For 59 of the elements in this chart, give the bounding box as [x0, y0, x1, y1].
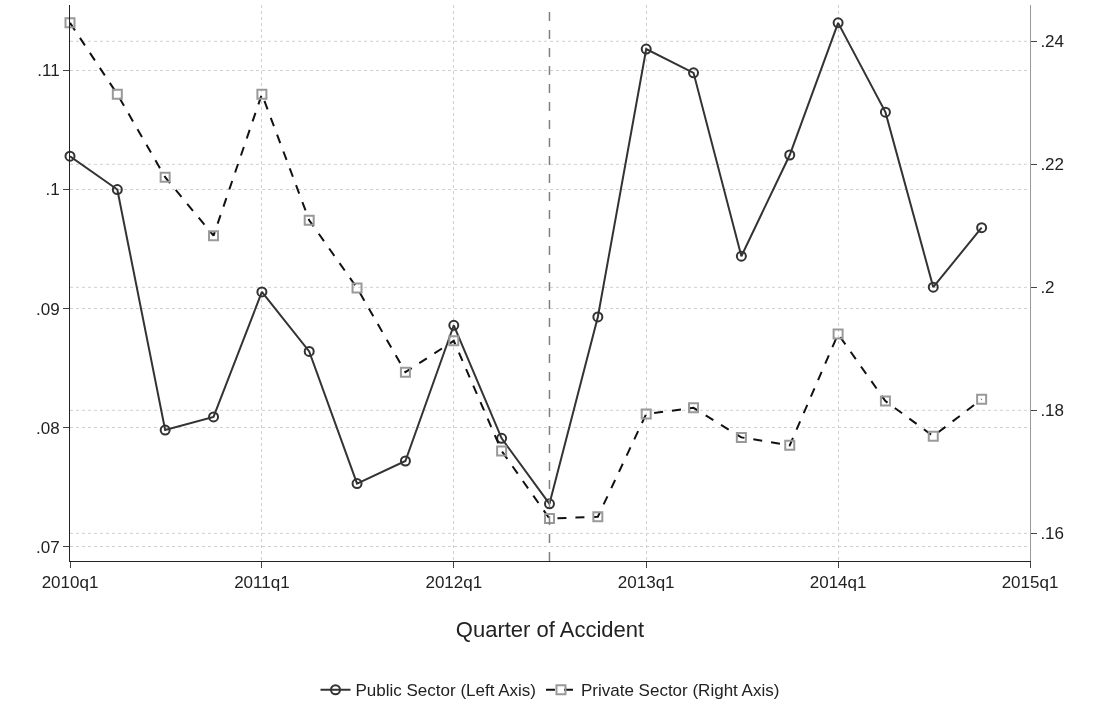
y2-tick-label: .16: [1040, 524, 1065, 544]
point: [735, 250, 747, 262]
point: [640, 43, 652, 55]
x-tick-label: 2015q1: [1001, 573, 1059, 593]
point: [399, 455, 411, 467]
point: [976, 393, 988, 405]
point: [927, 281, 939, 293]
point: [256, 286, 268, 298]
point: [111, 88, 123, 100]
y-tick-label: .07: [35, 537, 60, 557]
point: [64, 150, 76, 162]
y2-tick-label: .22: [1040, 155, 1065, 175]
y-tick-label: .1: [45, 180, 60, 200]
y2-tick-label: .24: [1040, 32, 1065, 52]
y-tick-label: .09: [35, 299, 60, 319]
point: [784, 439, 796, 451]
point: [735, 431, 747, 443]
point: [688, 67, 700, 79]
point: [496, 445, 508, 457]
legend-label: Private Sector (Right Axis): [580, 681, 780, 701]
point: [784, 149, 796, 161]
point: [256, 88, 268, 100]
x-tick-label: 2013q1: [617, 573, 675, 593]
point: [399, 366, 411, 378]
point: [159, 424, 171, 436]
x-tick-label: 2011q1: [234, 573, 290, 593]
point: [688, 402, 700, 414]
point: [640, 408, 652, 420]
y-tick-label: .11: [37, 61, 60, 81]
legend-label: Public Sector (Left Axis): [355, 681, 536, 701]
point: [879, 395, 891, 407]
x-tick-label: 2014q1: [809, 573, 867, 593]
point: [879, 106, 891, 118]
point: [208, 230, 220, 242]
point: [543, 513, 555, 525]
point: [159, 171, 171, 183]
point: [351, 478, 363, 490]
x-axis-title: Quarter of Accident: [455, 617, 645, 642]
point: [592, 511, 604, 523]
point: [832, 328, 844, 340]
point: [592, 311, 604, 323]
x-tick-label: 2010q1: [41, 573, 99, 593]
y-tick-label: .08: [35, 418, 60, 438]
y2-tick-label: .18: [1040, 401, 1065, 421]
point: [64, 17, 76, 29]
point: [832, 17, 844, 29]
point: [351, 282, 363, 294]
point: [303, 345, 315, 357]
point: [976, 222, 988, 234]
point: [543, 498, 555, 510]
x-tick-label: 2012q1: [425, 573, 483, 593]
point: [208, 411, 220, 423]
point: [448, 335, 460, 347]
point: [448, 319, 460, 331]
point: [496, 432, 508, 444]
y2-tick-label: .2: [1040, 278, 1055, 298]
point: [927, 430, 939, 442]
point: [111, 184, 123, 196]
point: [303, 214, 315, 226]
